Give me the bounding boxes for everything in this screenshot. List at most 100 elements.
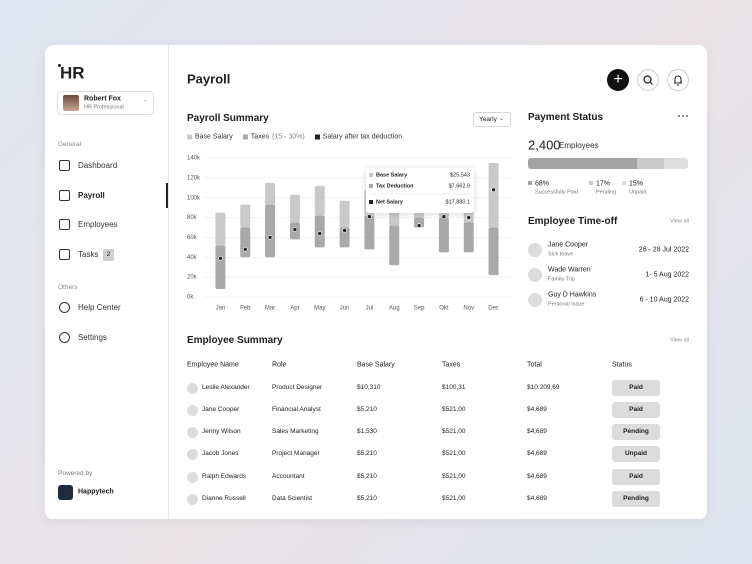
table-cell: $5,210: [357, 405, 377, 413]
legend-label: Salary after tax deduction: [322, 133, 403, 141]
employee-avatar: [187, 426, 198, 438]
view-all-link[interactable]: View all: [670, 218, 689, 225]
profile-name: Robert Fox: [84, 95, 121, 103]
tooltip-label: Tax Deduction: [376, 183, 414, 189]
net-salary-point: [292, 227, 298, 232]
notification-button[interactable]: [667, 69, 689, 91]
bar-segment: [215, 245, 226, 290]
status-badge: [612, 446, 660, 462]
tooltip-value: $7,662.9: [449, 183, 470, 189]
search-icon: [643, 75, 653, 85]
table-cell: $5,210: [357, 494, 377, 502]
section-title: Employee Summary: [187, 335, 283, 346]
nav-icon: [59, 332, 70, 343]
chart-legend: Base Salary Taxes (15 - 30%) Salary after t…: [187, 134, 402, 141]
legend-swatch: [187, 134, 192, 140]
tooltip-value: $25,543: [450, 172, 470, 178]
search-button[interactable]: [637, 69, 659, 91]
leave-reason: Personal Issue: [548, 301, 585, 308]
table-cell: $4,689: [527, 472, 547, 480]
tooltip-swatch: [369, 173, 373, 177]
table-cell: Data Scientist: [272, 494, 313, 502]
legend-label: Base Salary: [195, 133, 233, 141]
table-cell: Financial Analyst: [272, 405, 321, 413]
profile-box[interactable]: [57, 91, 154, 115]
employee-name: Jane Cooper: [548, 241, 589, 249]
net-salary-point: [218, 255, 223, 261]
table-cell: $4,689: [527, 449, 547, 457]
x-tick-label: Dec: [488, 306, 499, 312]
table-header: Taxes: [442, 361, 461, 369]
employee-avatar: [187, 493, 198, 505]
y-tick-label: 120k: [187, 175, 201, 181]
bar-segment: [414, 217, 425, 228]
status-badge: [612, 469, 660, 485]
legend-label: Taxes: [250, 133, 270, 141]
table-cell: $100,31: [442, 383, 466, 391]
bar-segment: [414, 212, 425, 218]
sidebar-divider: [168, 45, 169, 519]
y-tick-label: 20k: [187, 275, 198, 281]
status-badge: [612, 380, 660, 396]
dashboard-card: [45, 45, 707, 519]
net-salary-point: [267, 235, 273, 240]
payment-swatch: [622, 181, 626, 185]
net-salary-point: [416, 223, 422, 228]
bar-segment: [364, 215, 375, 250]
table-cell: Jenny Wilson: [202, 427, 241, 435]
period-select[interactable]: [473, 112, 511, 127]
table-cell: Dianne Russell: [202, 494, 246, 502]
x-tick-label: Aug: [389, 306, 400, 312]
payment-percent: 68%: [535, 180, 550, 188]
page-title: Payroll: [187, 71, 231, 87]
legend-swatch: [314, 134, 320, 140]
table-cell: $1,530: [357, 427, 377, 435]
task-badge: [103, 249, 114, 261]
more-icon[interactable]: [676, 112, 690, 120]
status-badge: [612, 491, 660, 507]
add-button[interactable]: +: [607, 69, 629, 91]
table-cell: $10,310: [357, 383, 381, 391]
x-tick-label: Feb: [240, 306, 251, 312]
status-label: Paid: [629, 472, 643, 480]
view-all-link[interactable]: View all: [670, 337, 689, 344]
employee-avatar: [528, 293, 542, 307]
status-label: Paid: [629, 405, 643, 413]
active-indicator: [166, 183, 168, 208]
nav-item: Employees: [78, 220, 118, 229]
table-header: Status: [612, 361, 632, 369]
employee-total: 2,400: [528, 137, 561, 153]
x-tick-label: Jun: [340, 306, 350, 312]
period-label: Yearly: [479, 115, 497, 123]
net-salary-point: [466, 215, 472, 220]
section-title: Employee Time-off: [528, 216, 618, 227]
net-salary-point: [441, 214, 447, 219]
tooltip-label: Net Salary: [376, 199, 404, 205]
status-label: Paid: [629, 383, 643, 391]
payment-swatch: [589, 181, 593, 185]
x-tick-label: Sep: [414, 306, 425, 312]
table-cell: $521,00: [442, 472, 466, 480]
payment-swatch: [528, 181, 532, 185]
bar-segment: [339, 200, 350, 228]
payment-segment: [664, 158, 688, 169]
tooltip-swatch: [369, 200, 373, 204]
profile-role: HR Professional: [84, 104, 124, 111]
payment-percent: 15%: [629, 180, 644, 188]
powered-by: Powered by: [58, 469, 93, 477]
employee-avatar: [187, 471, 198, 483]
x-tick-label: Jan: [216, 306, 226, 312]
bar-segment: [488, 227, 499, 276]
y-tick-label: 100k: [187, 195, 201, 201]
bar-segment: [240, 204, 251, 228]
employee-name: Wade Warren: [548, 266, 591, 274]
x-tick-label: Okt: [439, 306, 449, 312]
table-cell: $521,00: [442, 494, 466, 502]
chart-tooltip: [366, 168, 474, 213]
net-salary-point: [342, 228, 347, 233]
bar-segment: [314, 185, 325, 216]
bar-segment: [339, 227, 350, 248]
bar-segment: [240, 227, 251, 258]
table-header: Total: [527, 361, 542, 369]
